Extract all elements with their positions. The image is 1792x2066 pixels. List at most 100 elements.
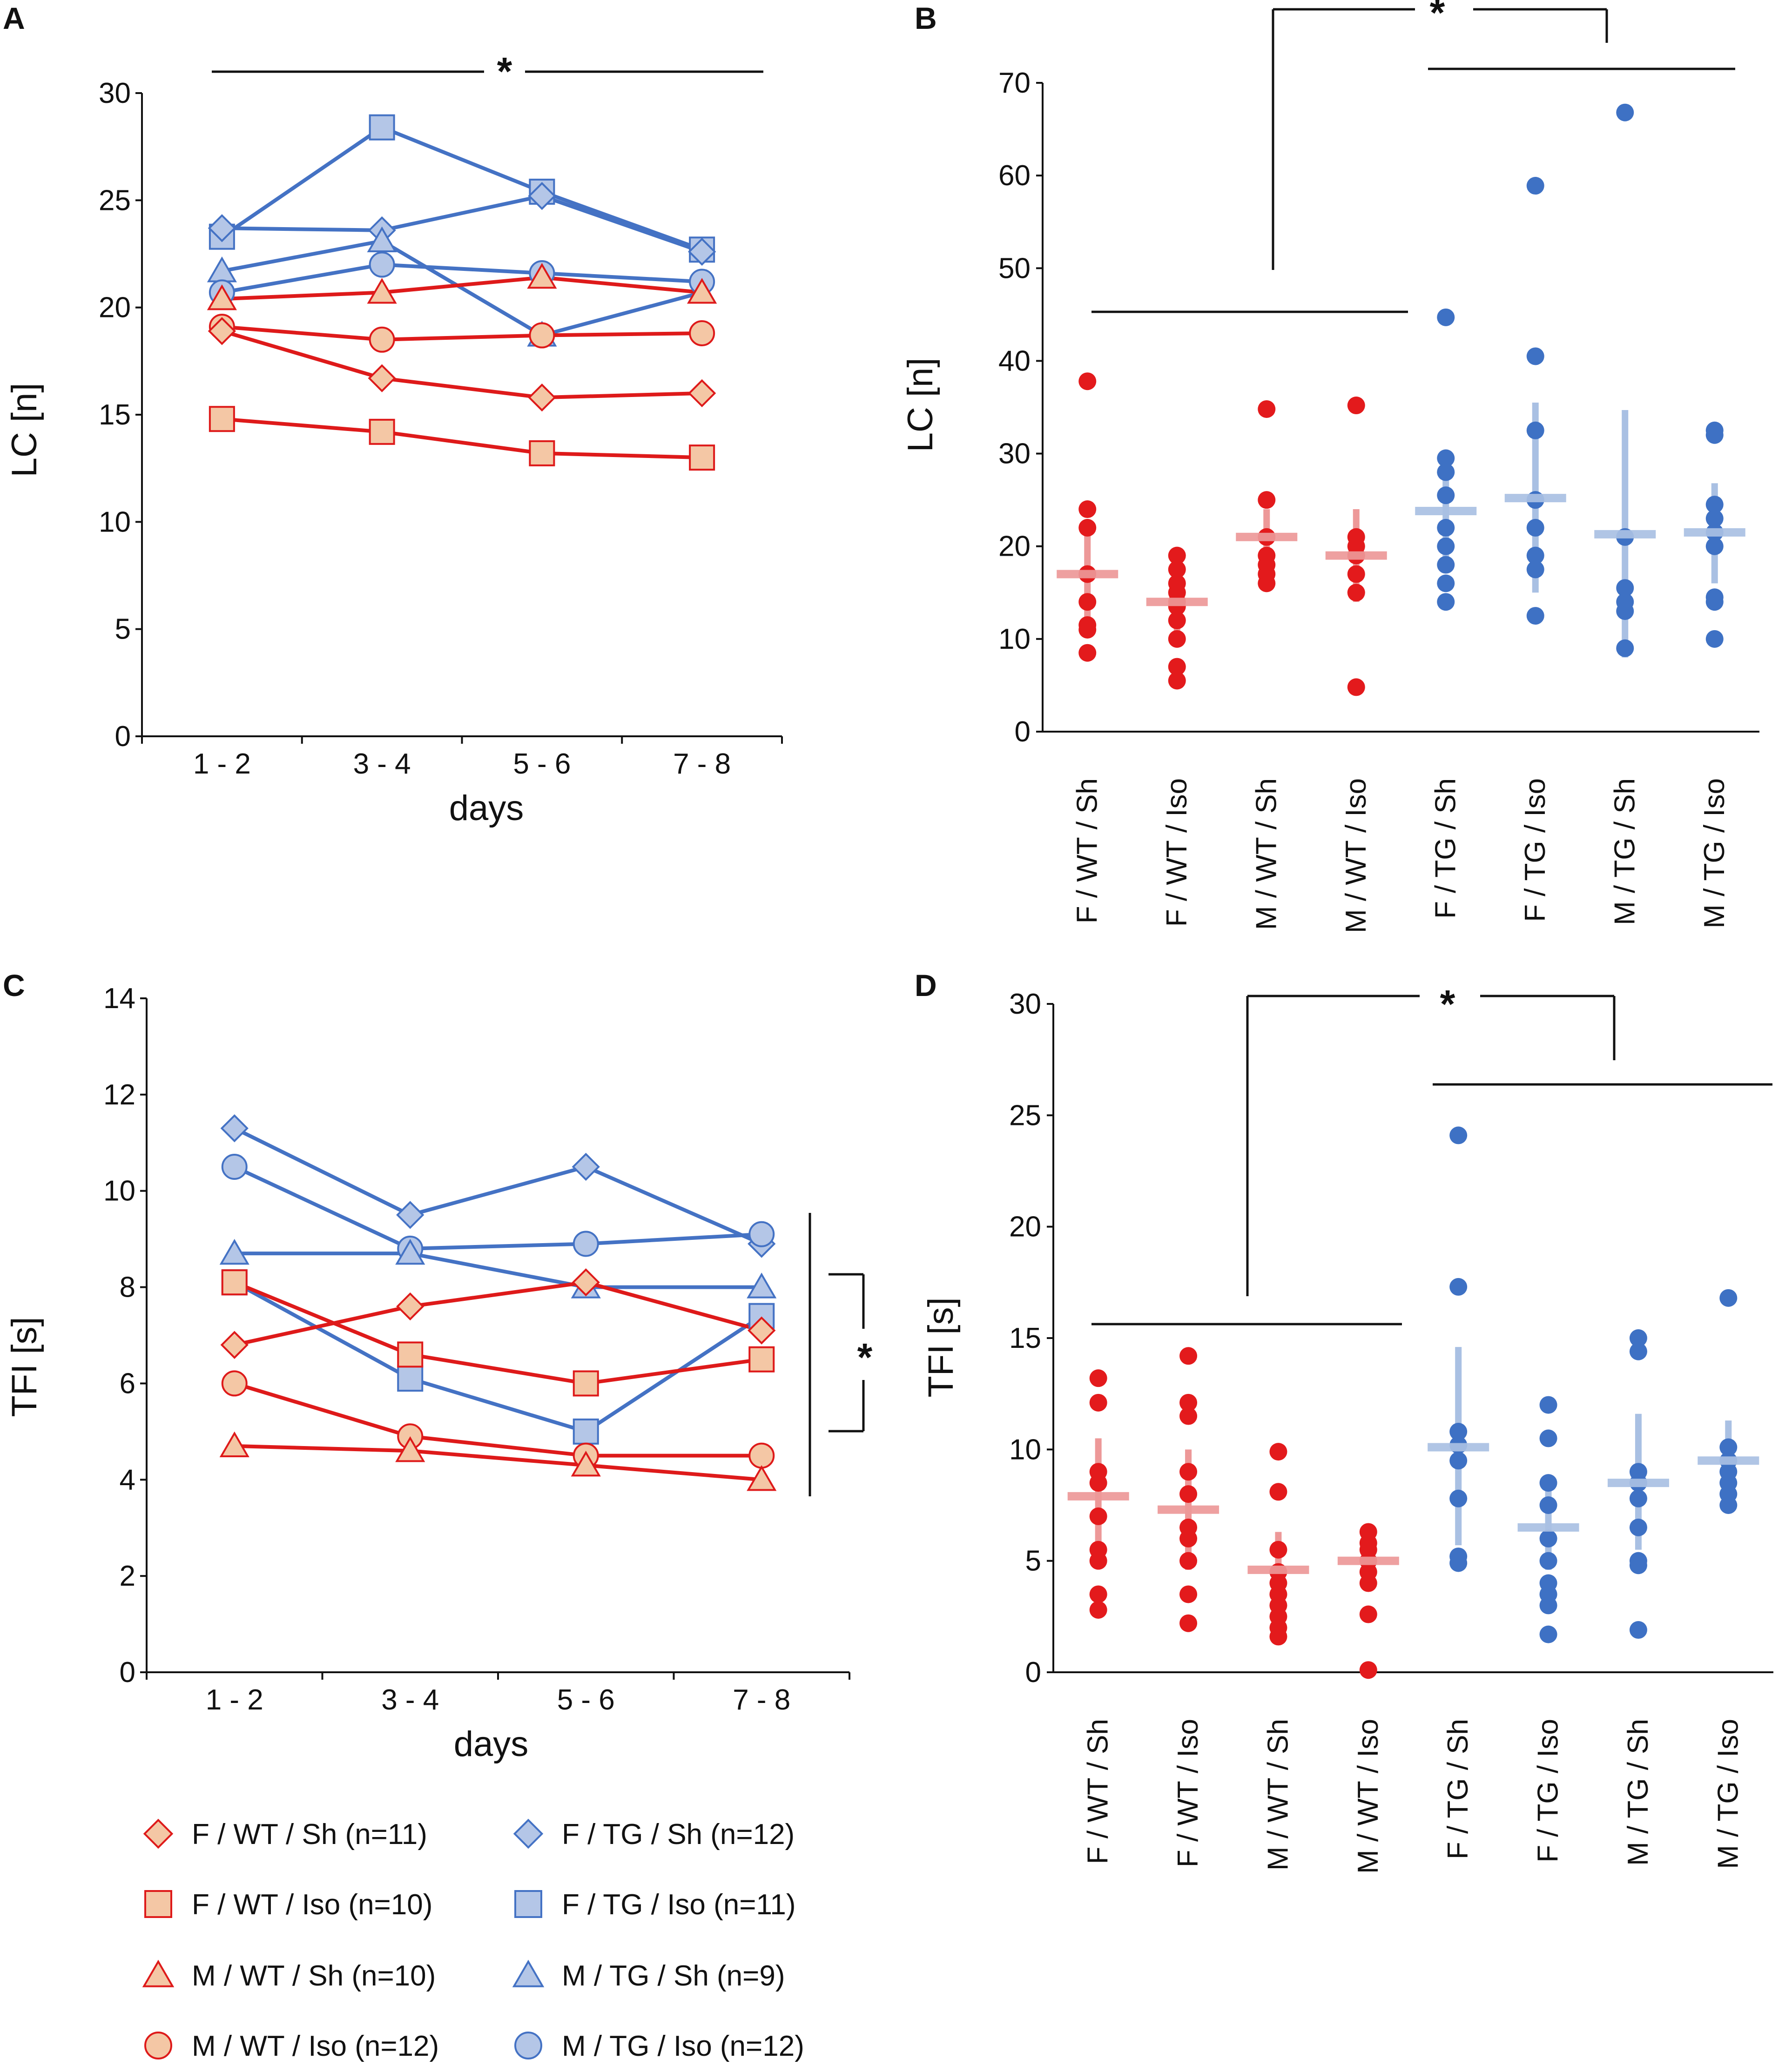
panel-a-data-point-m-wt-sh xyxy=(207,284,237,310)
panel-d-category-label: M / WT / Iso xyxy=(1352,1719,1384,1874)
panel-a-x-tick-label: 5 - 6 xyxy=(513,748,571,780)
panel-c-y-tick-label: 6 xyxy=(120,1367,135,1400)
panel-c-data-point-f-wt-iso xyxy=(397,1341,424,1368)
panel-c-series-line-m-wt-sh xyxy=(234,1444,762,1482)
panel-b-data-point-f-wt-sh xyxy=(1078,620,1097,639)
panel-d-data-point-f-wt-iso xyxy=(1179,1585,1198,1603)
panel-a-series-line-m-tg-iso xyxy=(222,262,702,295)
panel-c-series-line-f-tg-sh xyxy=(233,1126,762,1246)
panel-b-category-label: F / WT / Iso xyxy=(1161,778,1193,927)
panel-d-y-axis-title: TFI [s] xyxy=(921,1297,961,1397)
panel-c-data-point-f-wt-sh xyxy=(748,1316,776,1345)
panel-a-y-tick-label: 30 xyxy=(99,77,131,109)
panel-b-data-point-f-tg-iso xyxy=(1526,560,1544,579)
panel-c-data-point-f-wt-iso xyxy=(221,1269,248,1296)
panel-d-data-point-f-wt-iso xyxy=(1179,1407,1198,1425)
panel-b-data-point-f-tg-iso xyxy=(1526,421,1544,439)
panel-a-x-tick-label: 1 - 2 xyxy=(193,748,251,780)
panel-c-y-tick-label: 0 xyxy=(120,1656,135,1689)
panel-a-x-tick-label: 3 - 4 xyxy=(353,748,411,780)
panel-a-series-line-f-wt-iso xyxy=(222,417,702,460)
panel-d-data-point-f-wt-sh xyxy=(1089,1585,1107,1603)
panel-d-y-tick-label: 5 xyxy=(1025,1545,1041,1577)
panel-c-data-point-f-wt-sh xyxy=(220,1331,249,1359)
panel-a-series-line-f-tg-iso xyxy=(221,125,703,252)
panel-b-data-point-m-tg-iso xyxy=(1705,509,1724,527)
panel-b-data-point-f-wt-iso xyxy=(1168,612,1186,630)
panel-d-data-point-f-tg-iso xyxy=(1539,1529,1557,1548)
legend-item-m-wt-sh-n-10: M / WT / Sh (n=10) xyxy=(142,1959,436,1992)
panel-d-category-label: F / WT / Iso xyxy=(1172,1719,1204,1867)
panel-a-series-line-f-tg-sh xyxy=(222,194,703,254)
panel-d-data-point-m-tg-sh xyxy=(1629,1329,1647,1347)
legend-label: F / TG / Iso (n=11) xyxy=(562,1889,795,1921)
panel-a-data-point-m-wt-sh xyxy=(367,278,397,304)
legend-triangle-marker xyxy=(512,1959,545,1987)
legend-item-f-tg-sh-n-12: F / TG / Sh (n=12) xyxy=(513,1818,795,1851)
legend: F / WT / Sh (n=11) F / TG / Sh (n=12) F / … xyxy=(142,1818,804,2062)
legend-label: M / WT / Iso (n=12) xyxy=(192,2030,439,2062)
panel-d-data-point-m-wt-sh xyxy=(1269,1628,1287,1646)
panel-d-data-point-f-wt-sh xyxy=(1089,1507,1107,1525)
panel-a-data-point-f-wt-iso xyxy=(369,418,395,445)
panel-d-category-label: F / TG / Iso xyxy=(1532,1719,1564,1863)
panel-a-data-point-m-wt-iso xyxy=(529,322,555,349)
panel-label-d: D xyxy=(915,968,937,1003)
panel-d-data-point-m-tg-iso xyxy=(1719,1496,1738,1514)
panel-d-y-tick-label: 0 xyxy=(1025,1656,1041,1689)
panel-c-data-point-m-wt-iso xyxy=(221,1370,248,1397)
panel-c-significance-star: * xyxy=(857,1335,873,1379)
legend-label: M / TG / Sh (n=9) xyxy=(562,1960,785,1992)
panel-a-data-point-f-wt-sh xyxy=(528,384,556,412)
panel-label-a: A xyxy=(3,1,25,35)
panel-b-data-point-f-tg-sh xyxy=(1437,593,1455,611)
panel-b-y-tick-label: 50 xyxy=(998,252,1031,284)
panel-a-series-line-m-wt-iso xyxy=(222,325,702,342)
panel-b-category-label: F / TG / Iso xyxy=(1519,778,1551,922)
panel-b-data-point-f-tg-iso xyxy=(1526,607,1544,625)
legend-item-f-wt-iso-n-10: F / WT / Iso (n=10) xyxy=(144,1889,432,1921)
panel-b-y-tick-label: 10 xyxy=(998,623,1031,655)
panel-c-series-line-f-tg-iso xyxy=(233,1280,763,1433)
panel-b-data-point-f-tg-sh xyxy=(1437,537,1455,555)
panel-b-significance-star: * xyxy=(1430,0,1445,34)
panel-b-data-point-m-wt-iso xyxy=(1347,584,1365,602)
panel-c-series-line-m-tg-sh xyxy=(234,1252,762,1289)
panel-d-y-tick-label: 10 xyxy=(1009,1433,1041,1466)
panel-c-data-point-m-wt-sh xyxy=(571,1450,601,1477)
panel-b-data-point-f-wt-iso xyxy=(1168,546,1186,565)
panel-a-data-point-m-wt-iso xyxy=(369,326,395,353)
panel-a-y-tick-label: 10 xyxy=(99,506,131,538)
panel-a-y-tick-label: 5 xyxy=(115,613,131,646)
panel-d-category-label: F / WT / Sh xyxy=(1082,1719,1114,1864)
panel-label-b: B xyxy=(915,1,937,35)
panel-c-data-point-m-wt-sh xyxy=(219,1431,249,1457)
panel-b-data-point-f-wt-sh xyxy=(1078,500,1097,518)
panel-d-data-point-f-tg-sh xyxy=(1449,1452,1468,1470)
panel-c-series-line-m-tg-iso xyxy=(234,1165,762,1251)
panel-b-data-point-m-tg-iso xyxy=(1705,496,1724,514)
panel-c-y-tick-label: 14 xyxy=(103,983,135,1015)
panel-d-data-point-f-tg-sh xyxy=(1449,1278,1468,1296)
panel-c-y-tick-label: 10 xyxy=(103,1175,135,1207)
panel-d-data-point-f-wt-sh xyxy=(1089,1474,1107,1492)
panel-d-data-point-m-wt-iso xyxy=(1359,1574,1377,1592)
panel-a-line-chart: A 0 5 10 15 20 25 30 1 - 2 3 - 4 5 - 6 7 - 8 * day… xyxy=(3,1,783,828)
panel-c-series-line-m-wt-iso xyxy=(234,1381,762,1458)
panel-c-series-line-f-wt-sh xyxy=(234,1280,762,1347)
panel-a-data-point-f-wt-iso xyxy=(529,440,555,466)
panel-d-data-point-f-tg-sh xyxy=(1449,1554,1468,1572)
legend-label: M / TG / Iso (n=12) xyxy=(562,2030,804,2062)
legend-square-marker xyxy=(144,1890,172,1918)
panel-b-data-point-f-tg-iso xyxy=(1526,177,1544,195)
panel-c-data-point-f-tg-sh xyxy=(572,1152,600,1181)
panel-a-data-point-f-wt-sh xyxy=(687,379,716,408)
panel-a-data-point-f-wt-iso xyxy=(689,444,715,471)
panel-c-data-point-f-wt-sh xyxy=(396,1292,424,1321)
panel-d-data-point-f-tg-sh xyxy=(1449,1489,1468,1507)
panel-a-data-point-f-tg-sh xyxy=(528,182,556,210)
legend-label: F / WT / Iso (n=10) xyxy=(192,1889,432,1921)
panel-d-data-point-f-wt-iso xyxy=(1179,1463,1198,1481)
panel-a-data-point-f-wt-iso xyxy=(209,406,235,432)
panel-b-plot-area: 0 10 20 30 40 50 60 70 F / WT / Sh F / WT / Iso M … xyxy=(998,67,1759,933)
